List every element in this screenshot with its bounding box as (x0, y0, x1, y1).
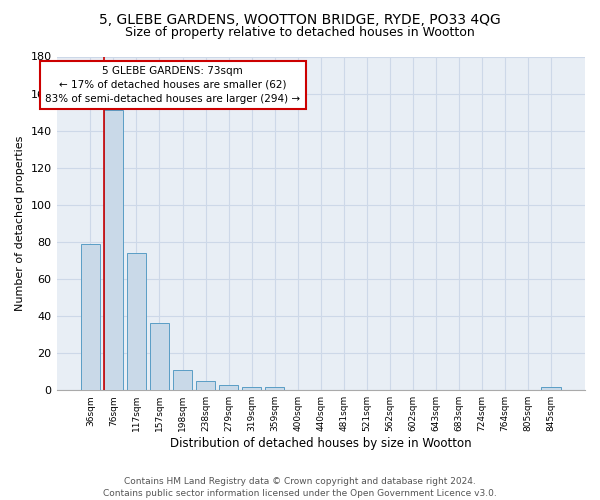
Bar (541, 386, 561, 390)
Bar (173, 370, 193, 390)
Bar (242, 386, 262, 390)
Bar (149, 324, 169, 390)
Bar (80, 244, 100, 390)
Bar (104, 110, 123, 390)
X-axis label: Distribution of detached houses by size in Wootton: Distribution of detached houses by size … (170, 437, 472, 450)
Y-axis label: Number of detached properties: Number of detached properties (15, 136, 25, 311)
Text: 5 GLEBE GARDENS: 73sqm
← 17% of detached houses are smaller (62)
83% of semi-det: 5 GLEBE GARDENS: 73sqm ← 17% of detached… (45, 66, 301, 104)
Bar (196, 381, 215, 390)
Text: Size of property relative to detached houses in Wootton: Size of property relative to detached ho… (125, 26, 475, 39)
Bar (219, 384, 238, 390)
Text: Contains HM Land Registry data © Crown copyright and database right 2024.
Contai: Contains HM Land Registry data © Crown c… (103, 476, 497, 498)
Bar (127, 253, 146, 390)
Bar (265, 386, 284, 390)
Text: 5, GLEBE GARDENS, WOOTTON BRIDGE, RYDE, PO33 4QG: 5, GLEBE GARDENS, WOOTTON BRIDGE, RYDE, … (99, 12, 501, 26)
